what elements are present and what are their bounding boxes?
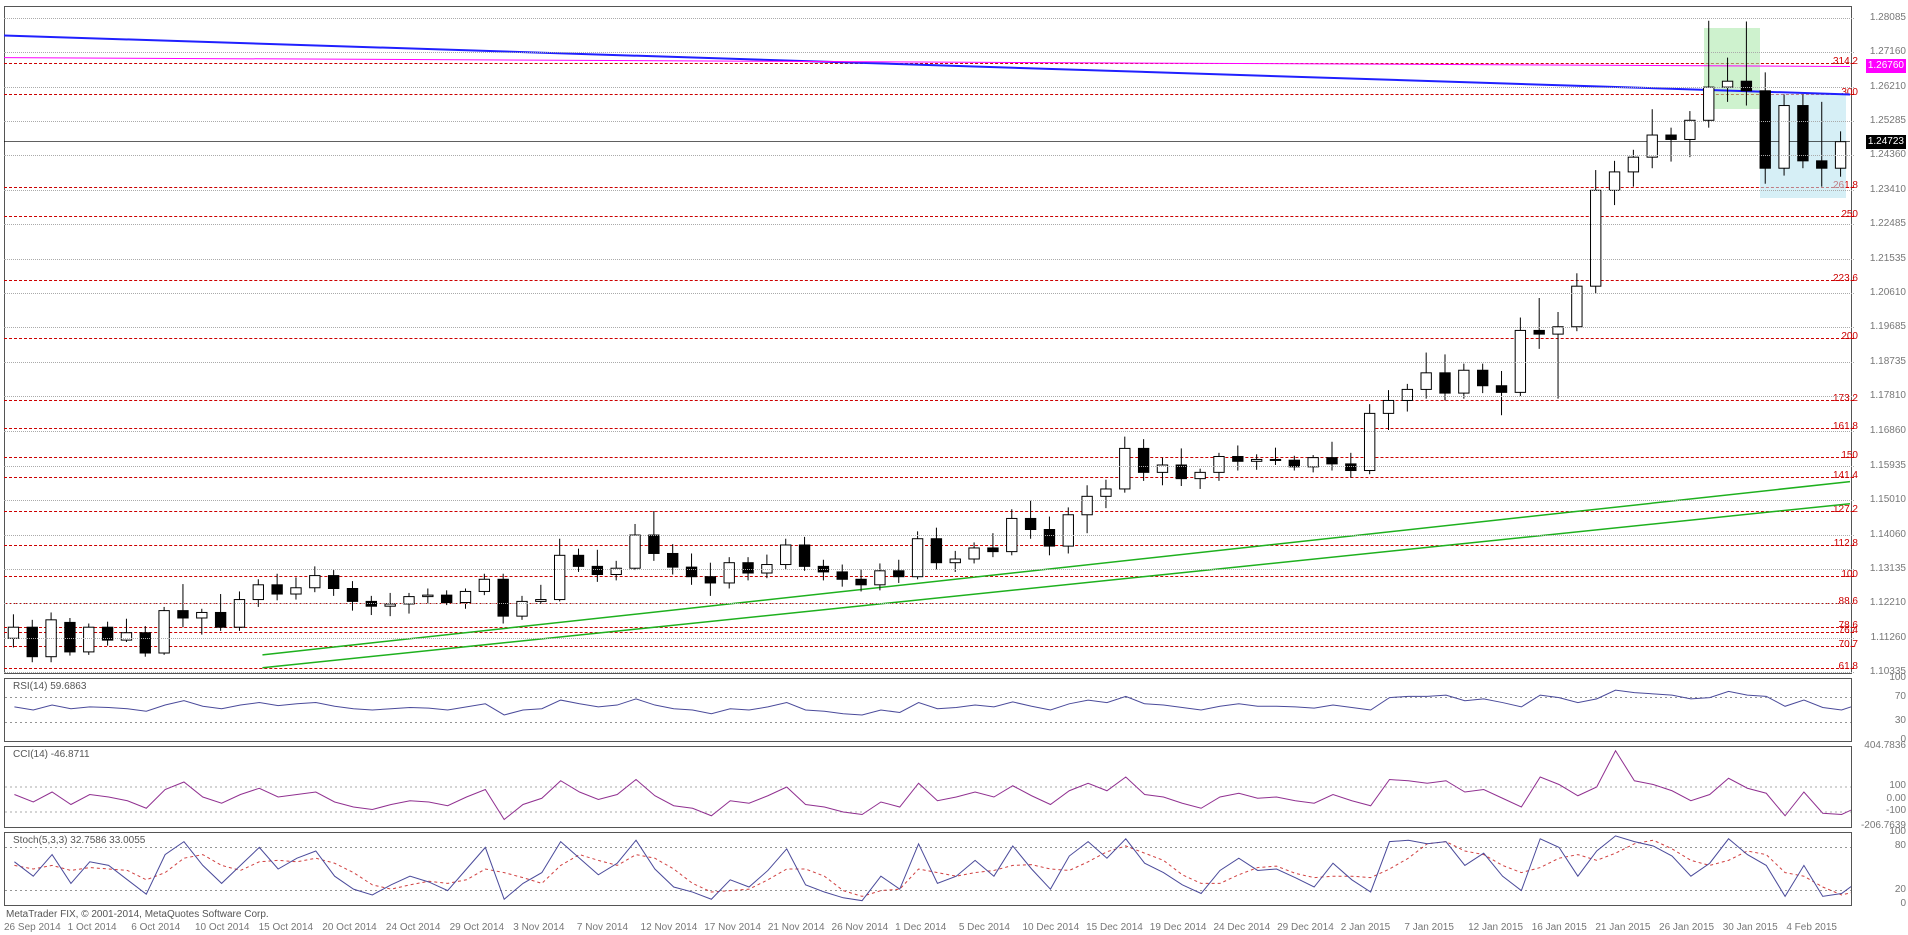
rsi-panel[interactable]: RSI(14) 59.6863: [4, 678, 1852, 742]
rsi-line: [5, 679, 1851, 741]
main-chart-panel[interactable]: [4, 6, 1852, 674]
stoch-lines: [5, 833, 1851, 905]
chart-container: ▾ USDCAD,Daily 1.24301 1.24986 1.23767 1…: [0, 0, 1908, 935]
stoch-panel[interactable]: Stoch(5,3,3) 32.7586 33.0055: [4, 832, 1852, 906]
highlight-blue-box: [1760, 94, 1847, 197]
cci-panel[interactable]: CCI(14) -46.8711: [4, 746, 1852, 828]
highlight-green-box: [1704, 28, 1759, 109]
cci-line: [5, 747, 1851, 827]
magenta-price-marker: 1.26760: [1866, 59, 1906, 73]
footer: MetaTrader FIX, © 2001-2014, MetaQuotes …: [6, 909, 269, 920]
current-price-marker: 1.24723: [1866, 135, 1906, 149]
